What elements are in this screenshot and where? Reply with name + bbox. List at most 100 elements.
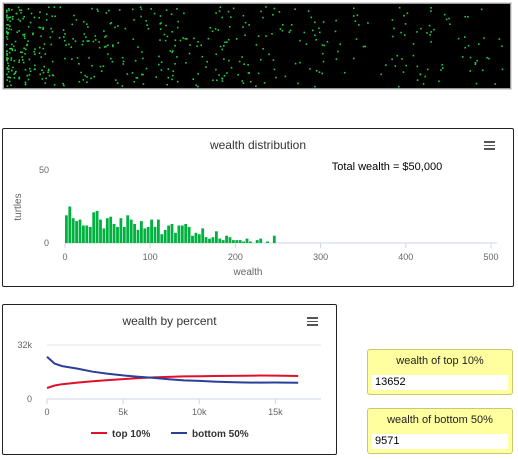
turtle-dot [40, 35, 42, 38]
histogram-bar [163, 229, 167, 243]
turtle-dot [217, 29, 219, 31]
turtle-dot [110, 57, 112, 60]
turtle-dot [32, 32, 34, 35]
turtle-dot [84, 74, 86, 77]
turtle-dot [43, 43, 46, 45]
turtle-dot [20, 9, 23, 11]
histogram-bar [174, 232, 177, 243]
turtle-dot [260, 10, 262, 13]
turtle-dot [29, 67, 31, 70]
turtle-dot [241, 56, 243, 58]
turtle-dot [17, 18, 20, 21]
histogram-bar [218, 238, 222, 243]
turtle-dot [136, 77, 139, 79]
turtle-dot [352, 15, 355, 17]
histogram-bar [245, 238, 249, 243]
turtle-dot [223, 45, 225, 47]
turtle-dot [171, 31, 173, 33]
turtle-dot [281, 29, 284, 32]
turtle-dot [48, 74, 51, 77]
turtle-dot [171, 51, 173, 54]
turtle-dot [142, 57, 144, 60]
turtle-dot [34, 48, 36, 50]
turtle-dot [192, 78, 194, 80]
hamburger-menu-icon[interactable] [307, 317, 318, 326]
turtle-dot [172, 70, 175, 72]
turtle-dot [116, 82, 119, 84]
turtle-dot [121, 85, 124, 87]
turtle-dot [42, 71, 45, 74]
turtle-dot [480, 8, 483, 11]
turtle-dot [6, 85, 9, 87]
world-view[interactable] [3, 3, 511, 89]
turtle-dot [223, 58, 225, 60]
turtle-dot [314, 85, 316, 88]
turtle-dot [146, 24, 148, 26]
turtle-dot [18, 61, 20, 63]
turtle-dot [188, 52, 191, 55]
histogram-bar [177, 225, 181, 243]
x-tick-label: 5k [118, 407, 128, 417]
histogram-bar [153, 226, 157, 243]
turtle-dot [12, 66, 14, 69]
turtle-dot [334, 30, 337, 33]
turtle-dot [114, 26, 116, 29]
turtle-dot [237, 73, 239, 76]
x-axis-label: wealth [233, 267, 263, 278]
turtle-dot [445, 18, 448, 21]
turtle-dot [140, 8, 143, 11]
turtle-dot [28, 58, 31, 61]
turtle-dot [111, 60, 114, 63]
turtle-dot [51, 60, 54, 63]
turtle-dot [205, 66, 207, 68]
turtle-dot [51, 74, 54, 76]
turtle-dot [416, 31, 418, 33]
histogram-bar [272, 235, 276, 243]
hamburger-menu-icon[interactable] [484, 141, 495, 150]
turtle-dot [362, 45, 365, 48]
turtle-dot [12, 45, 15, 48]
turtle-dot [65, 44, 67, 46]
histogram-bar [221, 240, 225, 243]
turtle-dot [219, 6, 222, 8]
turtle-dot [230, 66, 233, 69]
turtle-dot [398, 85, 400, 88]
turtle-dot [467, 44, 470, 47]
turtle-dot [126, 73, 129, 75]
turtle-dot [155, 76, 157, 78]
turtle-dot [21, 56, 23, 58]
turtle-dot [92, 40, 95, 43]
turtle-dot [8, 8, 10, 10]
turtle-dot [380, 73, 382, 76]
turtle-dot [248, 24, 250, 26]
turtle-dot [23, 15, 25, 18]
turtle-dot [30, 12, 33, 15]
turtle-dot [112, 44, 114, 46]
turtle-dot [32, 33, 34, 36]
histogram-bar [170, 224, 174, 243]
bottom50-monitor: wealth of bottom 50% 9571 [367, 408, 513, 454]
turtle-dot [45, 19, 48, 21]
turtle-dot [494, 83, 497, 85]
turtle-dot [19, 20, 21, 22]
turtle-dot [177, 20, 179, 23]
turtle-dot [108, 9, 110, 12]
turtle-dot [273, 7, 276, 10]
turtle-dot [109, 22, 112, 25]
turtle-dot [312, 29, 314, 32]
turtle-dot [426, 32, 428, 34]
turtle-dot [105, 12, 108, 14]
turtle-dot [11, 49, 14, 52]
turtle-dot [83, 33, 86, 35]
histogram-bar [211, 237, 215, 243]
turtle-dot [54, 15, 56, 18]
turtle-dot [406, 12, 409, 15]
turtle-dot [117, 42, 119, 44]
top10-label: wealth of top 10% [396, 355, 484, 367]
turtle-dot [58, 37, 61, 39]
y-tick-label: 0 [44, 238, 49, 248]
turtle-dot [185, 62, 187, 64]
histogram-bar [191, 235, 194, 243]
turtle-dot [24, 69, 27, 71]
turtle-dot [216, 79, 218, 82]
